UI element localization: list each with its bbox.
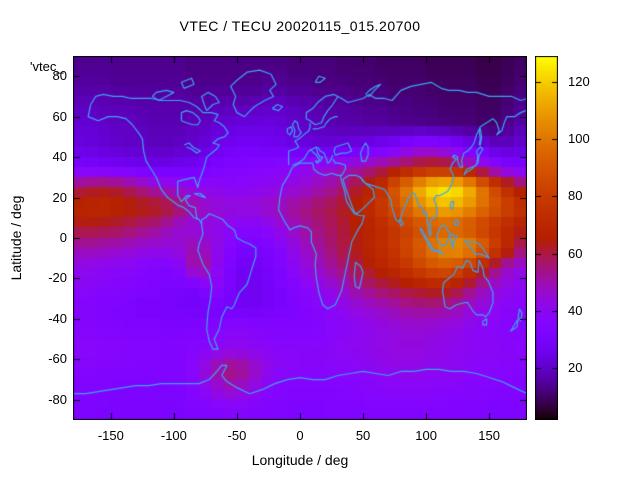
colorbar-canvas: [535, 56, 558, 420]
y-tick-label: 40: [52, 149, 67, 165]
x-tick-label: -50: [227, 428, 247, 443]
y-tick-label: 60: [52, 108, 67, 124]
x-tick-label: 50: [355, 428, 371, 443]
y-tick-label: -80: [48, 391, 67, 407]
y-tick-label: -40: [48, 310, 67, 326]
vtec-heatmap-canvas: [73, 56, 527, 420]
y-tick-label: 0: [59, 230, 67, 245]
x-tick-label: 150: [478, 428, 500, 443]
y-tick-label: 20: [52, 189, 67, 205]
x-tick-label: -100: [160, 428, 187, 443]
y-tick-label: -20: [48, 270, 67, 286]
y-tick-label: -60: [48, 351, 67, 367]
plot-title: VTEC / TECU 20020115_015.20700: [179, 18, 421, 34]
x-tick-label: 100: [415, 428, 437, 443]
colorbar-tick-label: 100: [568, 131, 590, 147]
colorbar-tick-label: 120: [568, 73, 590, 89]
x-tick-label: -150: [97, 428, 124, 443]
legend-key-text: 'vtec_: [30, 59, 64, 74]
colorbar-tick-label: 20: [568, 360, 583, 376]
colorbar-tick-label: 60: [568, 245, 583, 261]
y-tick-label: 80: [52, 68, 67, 84]
x-tick-label: 0: [296, 428, 304, 443]
colorbar-tick-label: 40: [568, 303, 583, 319]
colorbar-tick-label: 80: [568, 188, 583, 204]
x-axis-label: Longitude / deg: [251, 452, 349, 468]
